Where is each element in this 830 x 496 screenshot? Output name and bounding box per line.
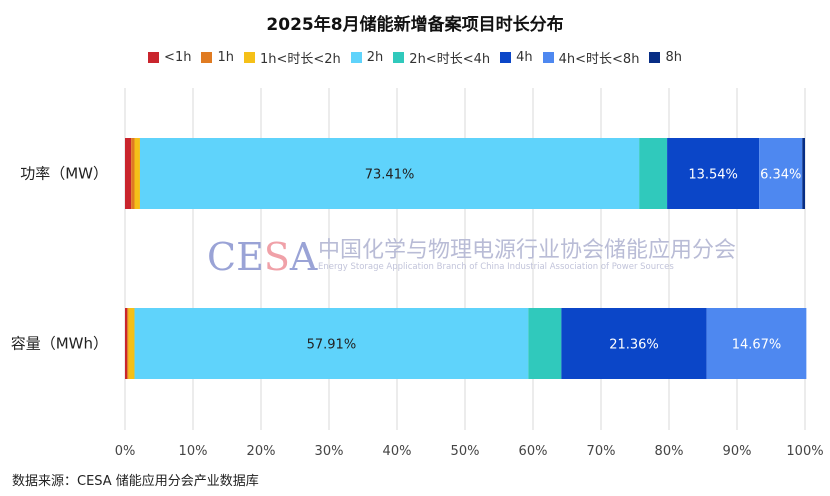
category-label: 容量（MWh） xyxy=(11,335,108,353)
bar-segment xyxy=(759,138,803,209)
legend-swatch xyxy=(350,51,362,63)
bar-segment xyxy=(802,138,805,209)
legend-label: 8h xyxy=(665,49,682,65)
bar-segment xyxy=(528,308,562,379)
bar-segment xyxy=(127,308,129,379)
x-tick-label: 100% xyxy=(786,444,823,459)
legend-label: 1h<时长<2h xyxy=(259,51,341,67)
bar-segment xyxy=(639,138,668,209)
legend-swatch xyxy=(500,51,512,63)
chart-title: 2025年8月储能新增备案项目时长分布 xyxy=(266,15,564,35)
bar-segment xyxy=(128,308,135,379)
x-tick-label: 20% xyxy=(247,444,276,459)
data-label: 14.67% xyxy=(732,338,782,353)
legend-item: 2h xyxy=(350,49,384,65)
category-label: 功率（MW） xyxy=(20,165,108,183)
source-note: 数据来源：CESA 储能应用分会产业数据库 xyxy=(12,474,259,489)
legend-swatch xyxy=(393,51,405,63)
watermark-logo: CESA xyxy=(207,235,318,279)
x-tick-label: 70% xyxy=(587,444,616,459)
legend: <1h 1h 1h<时长<2h 2h 2h<时长<4h 4h 4h<时长<8h 8h xyxy=(0,46,830,68)
x-tick-label: 0% xyxy=(115,444,136,459)
legend-item: <1h xyxy=(148,50,191,65)
legend-swatch xyxy=(649,51,661,63)
legend-swatch xyxy=(201,51,213,63)
legend-label: 4h<时长<8h xyxy=(558,51,640,67)
legend-label: 4h xyxy=(516,49,533,65)
legend-item: 4h<时长<8h xyxy=(542,48,640,67)
x-tick-label: 50% xyxy=(451,444,480,459)
bar-segment xyxy=(134,138,140,209)
x-tick-label: 80% xyxy=(655,444,684,459)
bar-segment xyxy=(134,308,529,379)
bar-segment xyxy=(667,138,760,209)
legend-label: 1h xyxy=(217,49,234,65)
legend-item: 1h<时长<2h xyxy=(243,48,341,67)
bar-segment xyxy=(706,308,807,379)
bar-segment xyxy=(125,138,132,209)
x-tick-label: 90% xyxy=(723,444,752,459)
x-tick-label: 10% xyxy=(179,444,208,459)
watermark-en: Energy Storage Application Branch of Chi… xyxy=(318,262,674,272)
legend-item: 8h xyxy=(649,50,682,65)
legend-swatch xyxy=(243,51,255,63)
x-tick-label: 30% xyxy=(315,444,344,459)
legend-item: 2h<时长<4h xyxy=(393,48,490,67)
data-label: 73.41% xyxy=(365,168,415,183)
x-tick-label: 60% xyxy=(519,444,548,459)
data-label: 57.91% xyxy=(307,338,357,353)
data-label: 6.34% xyxy=(760,168,801,183)
bar-segment xyxy=(125,308,128,379)
watermark-cn: 中国化学与物理电源行业协会储能应用分会 xyxy=(318,238,736,263)
legend-swatch xyxy=(542,51,554,63)
legend-swatch xyxy=(148,51,160,63)
legend-label: <1h xyxy=(164,49,192,65)
x-tick-label: 40% xyxy=(383,444,412,459)
bar-segment xyxy=(561,308,707,379)
data-label: 13.54% xyxy=(688,168,738,183)
legend-item: 4h xyxy=(500,50,533,65)
legend-label: 2h xyxy=(366,49,384,65)
bar-segment xyxy=(139,138,640,209)
legend-item: 1h xyxy=(201,50,234,65)
data-label: 21.36% xyxy=(609,338,659,353)
bar-segment xyxy=(131,138,135,209)
legend-label: 2h<时长<4h xyxy=(409,51,491,67)
